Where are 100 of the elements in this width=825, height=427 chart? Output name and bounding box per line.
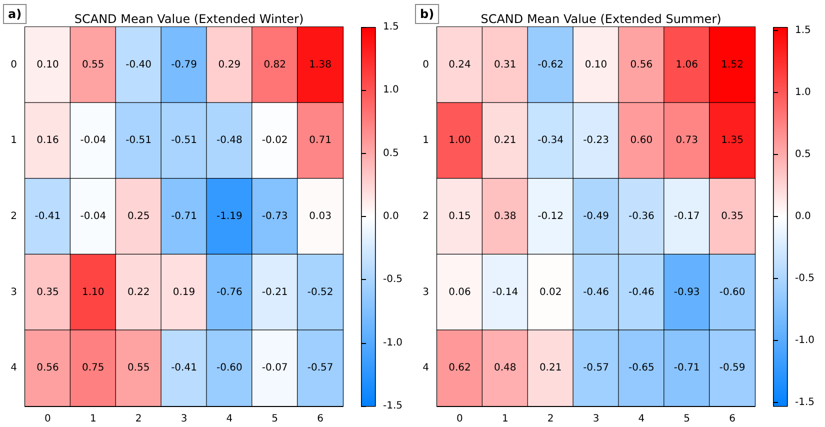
data-label: 0.21 — [539, 362, 562, 374]
color-bar-label: 0.5 — [383, 148, 399, 159]
data-label: 0.38 — [494, 211, 516, 222]
y-tick-label: 1 — [422, 135, 429, 146]
data-label: 0.02 — [539, 286, 562, 298]
x-tick-label: 5 — [684, 414, 690, 424]
x-tick-label: 1 — [502, 414, 508, 424]
data-label: 0.75 — [82, 362, 104, 374]
data-label: -0.51 — [126, 135, 152, 146]
color-bar-label: 0.5 — [795, 149, 811, 160]
color-bar-label: -1.5 — [383, 400, 403, 412]
data-label: -0.36 — [628, 211, 654, 222]
x-tick-label: 3 — [180, 414, 188, 424]
data-label: -0.51 — [171, 135, 197, 146]
y-tick-label: 2 — [422, 211, 429, 222]
y-tick-label: 4 — [10, 362, 17, 374]
x-tick-label: 0 — [456, 414, 463, 424]
x-tick-label: 3 — [592, 414, 600, 424]
data-label: 1.00 — [448, 135, 471, 146]
x-tick-label: 6 — [317, 414, 324, 424]
data-label: -0.60 — [216, 362, 242, 374]
color-bar-label: -1.0 — [383, 337, 403, 348]
data-label: 0.29 — [218, 59, 241, 70]
data-label: 0.24 — [448, 59, 471, 70]
data-label: 1.35 — [721, 135, 744, 146]
chart-title: SCAND Mean Value (Extended Winter) — [74, 12, 304, 26]
data-label: -0.79 — [171, 59, 197, 70]
y-tick-label: 1 — [10, 135, 17, 146]
data-label: -0.41 — [34, 211, 61, 222]
data-label: 0.10 — [584, 59, 608, 70]
data-label: -0.76 — [216, 286, 242, 298]
data-label: 0.82 — [264, 59, 286, 70]
color-bar-label: 1.5 — [795, 25, 811, 36]
data-label: 0.22 — [127, 286, 150, 298]
data-label: 0.16 — [36, 135, 59, 146]
data-label: -0.60 — [719, 286, 746, 298]
x-tick-label: 0 — [44, 414, 51, 424]
data-label: -0.57 — [307, 362, 334, 374]
data-label: 0.03 — [309, 211, 332, 222]
y-tick-label: 0 — [10, 59, 17, 70]
data-label: 0.15 — [448, 211, 471, 222]
data-label: -0.04 — [80, 211, 106, 222]
color-bar-label: 1.0 — [383, 84, 399, 96]
data-label: -0.65 — [628, 362, 654, 374]
x-tick-label: 4 — [226, 414, 233, 424]
data-label: 1.10 — [82, 286, 104, 298]
data-label: -0.14 — [492, 286, 518, 298]
y-tick-label: 0 — [422, 59, 429, 70]
x-tick-label: 1 — [90, 414, 96, 424]
data-label: -0.17 — [674, 211, 700, 222]
color-bar-label: -0.5 — [383, 274, 403, 286]
data-label: -0.46 — [583, 286, 609, 298]
x-tick-label: 4 — [638, 414, 645, 424]
y-tick-label: 3 — [422, 286, 429, 298]
data-label: -0.73 — [262, 211, 288, 222]
data-label: 0.73 — [676, 135, 698, 146]
color-bar-label: -1.5 — [795, 396, 815, 408]
data-label: 0.25 — [127, 211, 150, 222]
data-label: -0.71 — [674, 362, 700, 374]
y-tick-label: 2 — [10, 211, 17, 222]
data-label: -0.46 — [628, 286, 654, 298]
data-label: -0.07 — [262, 362, 288, 374]
color-bar-label: -1.0 — [795, 334, 815, 346]
color-bar-label: 1.0 — [795, 87, 811, 98]
data-label: 0.35 — [36, 286, 59, 298]
data-label: 0.71 — [309, 135, 332, 146]
data-label: 1.06 — [676, 59, 698, 70]
data-label: 0.48 — [494, 362, 516, 374]
color-bar-label: 1.5 — [383, 22, 399, 32]
data-label: -0.71 — [171, 211, 197, 222]
data-label: -0.34 — [538, 135, 564, 146]
data-label: 0.06 — [448, 286, 471, 298]
data-label: -0.59 — [719, 362, 746, 374]
color-bar-label: 0.0 — [383, 211, 399, 222]
data-label: -0.62 — [538, 59, 564, 70]
data-label: -1.19 — [216, 211, 242, 222]
data-label: 0.56 — [630, 59, 653, 70]
data-label: 0.56 — [36, 362, 59, 374]
data-label: -0.52 — [307, 286, 334, 298]
data-label: -0.49 — [583, 211, 609, 222]
data-label: 0.21 — [494, 135, 516, 146]
data-label: 0.35 — [721, 211, 744, 222]
text: b) — [420, 7, 434, 21]
data-label: 1.38 — [309, 59, 332, 70]
color-bar-label: -0.5 — [795, 272, 815, 284]
y-tick-label: 4 — [422, 362, 429, 374]
y-tick-label: 3 — [10, 286, 17, 298]
text: a) — [8, 7, 22, 21]
data-label: -0.12 — [538, 211, 564, 222]
x-tick-label: 6 — [729, 414, 736, 424]
color-bar-label: 0.0 — [795, 211, 811, 222]
data-label: -0.40 — [126, 59, 152, 70]
data-label: -0.21 — [262, 286, 288, 298]
data-label: -0.04 — [80, 135, 106, 146]
data-label: 0.10 — [36, 59, 59, 70]
data-label: -0.93 — [674, 286, 700, 298]
data-label: -0.57 — [583, 362, 609, 374]
x-tick-label: 5 — [272, 414, 278, 424]
data-label: 0.60 — [630, 135, 653, 146]
data-label: 0.31 — [494, 59, 516, 70]
